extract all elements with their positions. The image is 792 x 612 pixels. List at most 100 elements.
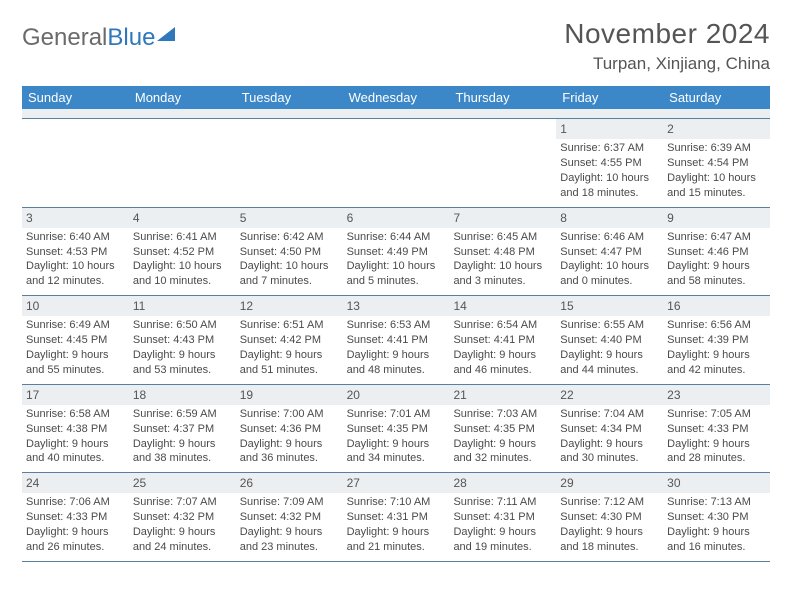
page: GeneralBlue November 2024 Turpan, Xinjia… xyxy=(0,0,792,572)
sunset-text: Sunset: 4:31 PM xyxy=(453,510,552,525)
weekday-header: Saturday xyxy=(663,86,770,109)
day-number: 23 xyxy=(663,385,770,405)
day-number: 1 xyxy=(556,119,663,139)
brand-part1: General xyxy=(22,24,107,52)
daylight-text: Daylight: 9 hours and 32 minutes. xyxy=(453,437,552,467)
sunset-text: Sunset: 4:30 PM xyxy=(667,510,766,525)
sunrise-text: Sunrise: 7:01 AM xyxy=(347,407,446,422)
sunrise-text: Sunrise: 6:51 AM xyxy=(240,318,339,333)
sunrise-text: Sunrise: 6:53 AM xyxy=(347,318,446,333)
day-number: 16 xyxy=(663,296,770,316)
day-cell: 4Sunrise: 6:41 AMSunset: 4:52 PMDaylight… xyxy=(129,208,236,296)
sunset-text: Sunset: 4:35 PM xyxy=(453,422,552,437)
sunrise-text: Sunrise: 7:05 AM xyxy=(667,407,766,422)
daylight-text: Daylight: 9 hours and 40 minutes. xyxy=(26,437,125,467)
sunset-text: Sunset: 4:47 PM xyxy=(560,245,659,260)
daylight-text: Daylight: 9 hours and 18 minutes. xyxy=(560,525,659,555)
daylight-text: Daylight: 9 hours and 23 minutes. xyxy=(240,525,339,555)
day-number: 4 xyxy=(129,208,236,228)
sunrise-text: Sunrise: 6:39 AM xyxy=(667,141,766,156)
header: GeneralBlue November 2024 Turpan, Xinjia… xyxy=(22,18,770,74)
day-number: 22 xyxy=(556,385,663,405)
brand-triangle-icon xyxy=(157,27,175,41)
day-cell: 12Sunrise: 6:51 AMSunset: 4:42 PMDayligh… xyxy=(236,296,343,384)
daylight-text: Daylight: 10 hours and 7 minutes. xyxy=(240,259,339,289)
day-cell: 13Sunrise: 6:53 AMSunset: 4:41 PMDayligh… xyxy=(343,296,450,384)
sunrise-text: Sunrise: 6:40 AM xyxy=(26,230,125,245)
sunrise-text: Sunrise: 7:06 AM xyxy=(26,495,125,510)
day-cell: 29Sunrise: 7:12 AMSunset: 4:30 PMDayligh… xyxy=(556,473,663,561)
sunrise-text: Sunrise: 6:59 AM xyxy=(133,407,232,422)
sunrise-text: Sunrise: 6:45 AM xyxy=(453,230,552,245)
sunrise-text: Sunrise: 6:37 AM xyxy=(560,141,659,156)
weekday-header: Friday xyxy=(556,86,663,109)
day-number: 13 xyxy=(343,296,450,316)
day-number: 25 xyxy=(129,473,236,493)
day-number: 24 xyxy=(22,473,129,493)
daylight-text: Daylight: 9 hours and 21 minutes. xyxy=(347,525,446,555)
day-cell: 19 Sunrise: 7:00 AMSunset: 4:36 PMDayligh… xyxy=(236,385,343,473)
sunset-text: Sunset: 4:38 PM xyxy=(26,422,125,437)
day-number: 30 xyxy=(663,473,770,493)
sunset-text: Sunset: 4:41 PM xyxy=(453,333,552,348)
header-spacer xyxy=(22,109,770,119)
week-row: 1Sunrise: 6:37 AMSunset: 4:55 PMDaylight… xyxy=(22,119,770,208)
daylight-text: Daylight: 9 hours and 28 minutes. xyxy=(667,437,766,467)
weekday-header: Wednesday xyxy=(343,86,450,109)
brand-part2: Blue xyxy=(107,24,155,52)
day-cell: 30Sunrise: 7:13 AMSunset: 4:30 PMDayligh… xyxy=(663,473,770,561)
daylight-text: Daylight: 10 hours and 12 minutes. xyxy=(26,259,125,289)
day-cell-empty xyxy=(449,119,556,207)
day-cell: 28Sunrise: 7:11 AMSunset: 4:31 PMDayligh… xyxy=(449,473,556,561)
weeks-container: 1Sunrise: 6:37 AMSunset: 4:55 PMDaylight… xyxy=(22,119,770,562)
week-row: 3Sunrise: 6:40 AMSunset: 4:53 PMDaylight… xyxy=(22,208,770,297)
calendar: Sunday Monday Tuesday Wednesday Thursday… xyxy=(22,86,770,562)
day-number: 8 xyxy=(556,208,663,228)
sunset-text: Sunset: 4:35 PM xyxy=(347,422,446,437)
daylight-text: Daylight: 10 hours and 3 minutes. xyxy=(453,259,552,289)
day-cell: 11Sunrise: 6:50 AMSunset: 4:43 PMDayligh… xyxy=(129,296,236,384)
sunset-text: Sunset: 4:37 PM xyxy=(133,422,232,437)
day-number: 11 xyxy=(129,296,236,316)
sunrise-text: Sunrise: 6:54 AM xyxy=(453,318,552,333)
sunrise-text: Sunrise: 7:13 AM xyxy=(667,495,766,510)
sunset-text: Sunset: 4:31 PM xyxy=(347,510,446,525)
day-cell: 6Sunrise: 6:44 AMSunset: 4:49 PMDaylight… xyxy=(343,208,450,296)
sunset-text: Sunset: 4:32 PM xyxy=(240,510,339,525)
day-cell: 23 Sunrise: 7:05 AMSunset: 4:33 PMDayligh… xyxy=(663,385,770,473)
day-number: 6 xyxy=(343,208,450,228)
sunrise-text: Sunrise: 6:42 AM xyxy=(240,230,339,245)
sunrise-text: Sunrise: 6:50 AM xyxy=(133,318,232,333)
day-cell: 16Sunrise: 6:56 AMSunset: 4:39 PMDayligh… xyxy=(663,296,770,384)
title-block: November 2024 Turpan, Xinjiang, China xyxy=(564,18,770,74)
day-number: 14 xyxy=(449,296,556,316)
daylight-text: Daylight: 9 hours and 36 minutes. xyxy=(240,437,339,467)
day-cell: 17Sunrise: 6:58 AMSunset: 4:38 PMDayligh… xyxy=(22,385,129,473)
sunrise-text: Sunrise: 6:55 AM xyxy=(560,318,659,333)
sunrise-text: Sunrise: 7:03 AM xyxy=(453,407,552,422)
sunrise-text: Sunrise: 7:00 AM xyxy=(240,407,339,422)
day-number: 19 xyxy=(236,385,343,405)
sunset-text: Sunset: 4:33 PM xyxy=(667,422,766,437)
day-number: 2 xyxy=(663,119,770,139)
day-number: 18 xyxy=(129,385,236,405)
daylight-text: Daylight: 9 hours and 30 minutes. xyxy=(560,437,659,467)
day-cell-empty xyxy=(129,119,236,207)
sunset-text: Sunset: 4:33 PM xyxy=(26,510,125,525)
sunset-text: Sunset: 4:41 PM xyxy=(347,333,446,348)
sunset-text: Sunset: 4:36 PM xyxy=(240,422,339,437)
sunset-text: Sunset: 4:34 PM xyxy=(560,422,659,437)
sunrise-text: Sunrise: 6:44 AM xyxy=(347,230,446,245)
day-number: 20 xyxy=(343,385,450,405)
daylight-text: Daylight: 10 hours and 10 minutes. xyxy=(133,259,232,289)
day-cell-empty xyxy=(343,119,450,207)
sunset-text: Sunset: 4:50 PM xyxy=(240,245,339,260)
day-number: 9 xyxy=(663,208,770,228)
sunrise-text: Sunrise: 6:41 AM xyxy=(133,230,232,245)
day-cell: 8Sunrise: 6:46 AMSunset: 4:47 PMDaylight… xyxy=(556,208,663,296)
daylight-text: Daylight: 9 hours and 42 minutes. xyxy=(667,348,766,378)
daylight-text: Daylight: 9 hours and 34 minutes. xyxy=(347,437,446,467)
weekday-header: Tuesday xyxy=(236,86,343,109)
sunset-text: Sunset: 4:48 PM xyxy=(453,245,552,260)
day-number: 17 xyxy=(22,385,129,405)
